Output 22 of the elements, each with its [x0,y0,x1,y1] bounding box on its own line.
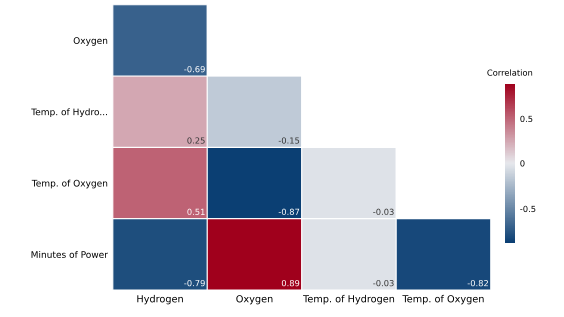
data-label: -0.15 [278,137,300,144]
data-label: 0.89 [282,280,300,286]
y-tick-label: Temp. of Oxygen [32,180,108,188]
data-label: -0.87 [278,208,300,215]
color-bar-label: 0.5 [520,116,532,122]
x-tick-label: Oxygen [236,295,272,304]
data-label: -0.79 [184,280,205,286]
data-label: -0.03 [373,280,394,286]
data-label: -0.82 [468,280,488,286]
y-tick-label: Temp. of Hydro... [31,108,107,118]
y-tick-label: Oxygen [74,37,108,46]
data-label: -0.03 [373,208,394,215]
color-bar-label: -0.5 [520,206,536,212]
x-tick-label: Temp. of Oxygen [402,294,484,304]
x-tick-label: Temp. of Hydrogen [303,294,394,304]
color-bar-label: 0 [520,160,525,167]
data-label: 0.25 [187,137,205,144]
color-bar-title: Correlation [487,69,532,76]
data-label: 0.51 [187,208,205,215]
y-tick-label: Minutes of Power [32,250,108,258]
data-label: -0.69 [184,66,205,72]
x-tick-label: Hydrogen [137,294,183,304]
